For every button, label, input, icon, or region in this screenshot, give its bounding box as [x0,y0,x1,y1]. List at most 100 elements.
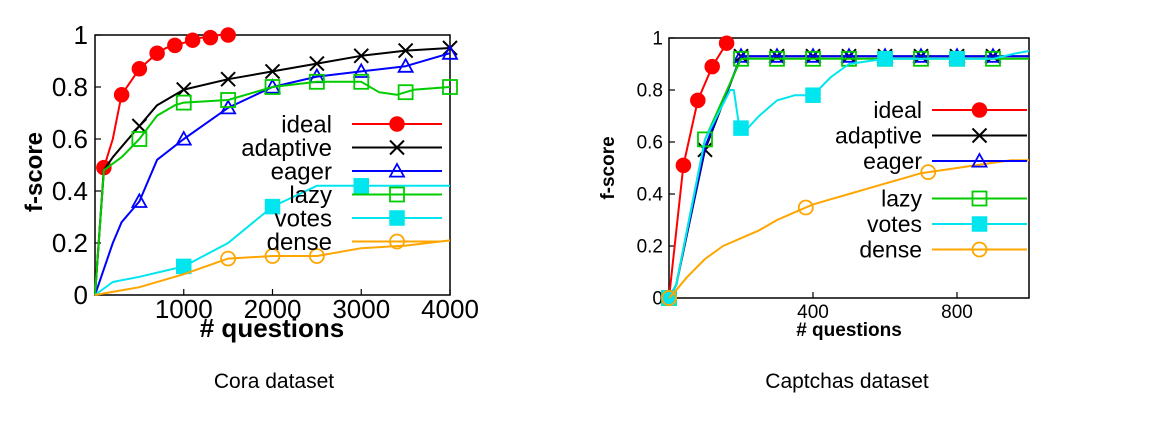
data-point-eager [175,130,193,146]
legend-marker [971,216,988,232]
cora-caption: Cora dataset [213,370,335,393]
series-line-eager [668,55,1029,299]
series-line-votes [94,184,450,296]
data-point-lazy [397,84,414,101]
data-point-eager [768,47,786,63]
legend-entry-dense: dense [267,229,442,256]
data-point-adaptive [309,55,325,72]
data-point-lazy [175,94,192,111]
y-tick-label: 0 [652,289,663,310]
y-tick-label: 1 [74,20,88,50]
data-point-ideal [202,29,219,46]
legend-entry-lazy: lazy [289,182,442,209]
legend-label: lazy [289,182,332,209]
legend-marker [389,139,405,156]
y-tick-label: 0.6 [637,133,663,154]
data-point-eager [984,47,1002,63]
legend-entry-eager: eager [271,158,442,185]
y-tick-label: 0.6 [52,124,88,154]
data-point-eager [804,47,822,63]
series-votes [661,50,1030,306]
data-point-votes [877,51,893,67]
data-point-lazy [442,79,458,95]
legend-label: adaptive [835,123,922,149]
captchas-chart-panel: 0 0.2 0.4 0.6 0.8 1 400 800 # questions f-score id… [577,0,1155,429]
legend-label: eager [863,148,922,174]
data-point-adaptive [264,63,281,80]
legend-marker [971,190,988,207]
data-point-votes [176,258,192,275]
series-line-adaptive [668,55,1029,299]
plot-frame [668,37,1030,299]
legend-marker [389,116,405,132]
data-point-lazy [841,50,857,67]
y-tick-label: 0 [74,280,88,310]
data-point-votes [949,51,965,67]
series-line-lazy [668,57,1029,299]
legend-label: votes [275,205,332,232]
series-line-dense [668,159,1029,299]
series-eager [668,47,1029,299]
series-line-ideal [668,42,728,299]
data-point-lazy [220,92,237,108]
data-point-votes [805,87,821,103]
data-point-ideal [167,37,183,54]
data-point-ideal [704,58,720,75]
series-lazy [661,50,1029,306]
series-line-dense [94,239,451,296]
x-tick-label: 3000 [332,294,390,324]
captchas-chart: 0 0.2 0.4 0.6 0.8 1 400 800 # questions f-score id… [598,29,1030,341]
legend-marker [389,210,405,226]
series-dense [661,159,1029,306]
data-point-ideal [690,92,706,109]
data-point-ideal [718,35,735,51]
series-eager [94,44,459,296]
x-axis-title: # questions [796,320,902,341]
data-point-lazy [308,73,325,90]
data-point-ideal [675,157,692,174]
legend-marker [389,186,405,203]
data-point-lazy [769,50,785,67]
x-tick-label: 1000 [155,294,213,324]
legend-entry-votes: votes [867,211,1027,237]
data-point-lazy [353,73,370,90]
legend-entry-ideal: ideal [281,111,442,138]
series-line-votes [668,50,1030,299]
legend-entry-votes: votes [275,205,442,232]
series-dense [94,239,451,296]
legend-label: votes [867,211,922,237]
legend-entry-lazy: lazy [881,186,1027,212]
legend-label: dense [267,229,332,256]
data-point-ideal [220,27,236,43]
data-point-eager [441,44,459,60]
data-point-lazy [264,79,281,95]
legend-label: lazy [881,186,922,212]
series-lazy [94,73,458,296]
data-point-adaptive [176,81,192,98]
series-ideal [94,27,236,296]
data-point-votes [264,198,281,215]
x-tick-label: 400 [797,302,829,323]
data-point-ideal [184,32,201,48]
y-tick-label: 0.4 [52,176,88,206]
data-point-dense [220,250,237,267]
legend-label: adaptive [241,135,332,162]
series-adaptive [668,48,1029,299]
data-point-eager [732,47,750,63]
series-line-ideal [94,34,229,296]
data-point-eager [130,192,148,208]
legend-entry-adaptive: adaptive [835,123,1027,149]
y-tick-label: 0.8 [52,72,88,102]
x-axis-title: # questions [200,313,344,343]
data-point-dense [308,248,325,264]
legend-entry-ideal: ideal [873,97,1027,123]
series-line-eager [94,52,451,296]
data-point-adaptive [220,71,236,87]
cora-chart-panel: 0 0.2 0.4 0.6 0.8 1 1000 2000 3000 4000 # question… [0,0,577,429]
data-point-lazy [131,131,148,147]
data-point-ideal [113,87,130,103]
data-point-dense [797,199,814,216]
data-point-dense [920,164,937,181]
data-point-eager [912,47,930,63]
legend-label: dense [859,237,922,263]
